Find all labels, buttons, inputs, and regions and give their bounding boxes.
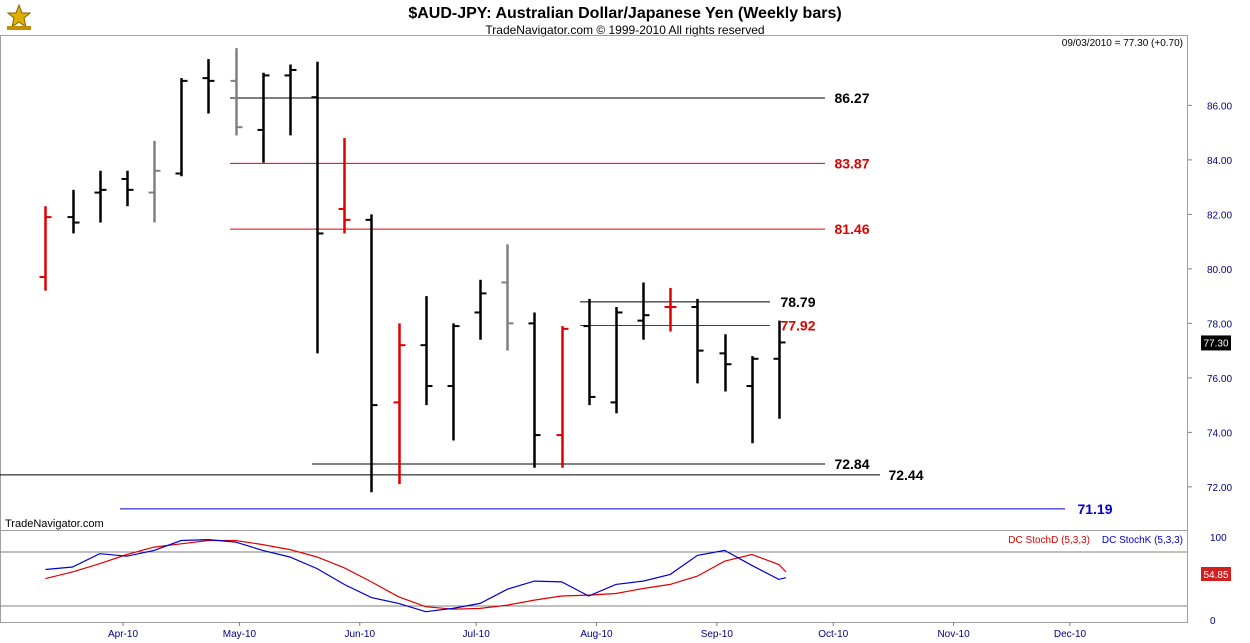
level-label: 72.84 — [834, 456, 869, 472]
ohlc-bars — [39, 48, 786, 493]
stoch-last-label: 54.85 — [1203, 570, 1228, 581]
stoch-last-marker: 54.85 — [1201, 567, 1231, 581]
y-tick-label: 78.00 — [1207, 319, 1232, 330]
ohlc-bar — [556, 326, 569, 468]
watermark-text: TradeNavigator.com — [5, 518, 104, 530]
stoch-series-line — [45, 539, 787, 610]
x-tick-label: Jun-10 — [344, 629, 375, 640]
stoch-y-tick-label: 100 — [1210, 533, 1227, 544]
ohlc-bar — [474, 279, 487, 340]
ohlc-bar — [284, 64, 297, 136]
stoch-lines — [45, 538, 787, 613]
price-readout: 09/03/2010 = 77.30 (+0.70) — [1062, 38, 1183, 49]
x-tick-label: May-10 — [223, 629, 257, 640]
chart-subtitle: TradeNavigator.com © 1999-2010 All right… — [485, 23, 764, 37]
ohlc-bar — [528, 312, 541, 468]
ohlc-bar — [447, 323, 460, 441]
ohlc-bar — [311, 61, 324, 354]
ohlc-bar — [393, 323, 406, 485]
ohlc-bar — [583, 298, 596, 406]
ohlc-bar — [501, 244, 514, 351]
ohlc-bar — [610, 307, 623, 414]
ohlc-bar — [637, 282, 650, 340]
ohlc-bar — [719, 334, 732, 392]
ohlc-bar — [773, 320, 786, 419]
x-tick-label: Apr-10 — [108, 629, 138, 640]
y-tick-label: 86.00 — [1207, 101, 1232, 112]
level-label: 86.27 — [834, 90, 869, 106]
ohlc-bar — [746, 356, 759, 444]
x-tick-label: Aug-10 — [580, 629, 613, 640]
stoch-y-tick-label: 0 — [1210, 616, 1216, 627]
price-axis: 86.00 84.00 82.00 80.00 78.00 76.00 74.00 72.00 — [1188, 101, 1232, 494]
ohlc-bar — [257, 72, 270, 163]
ohlc-bar — [39, 206, 52, 291]
trade-navigator-logo-icon — [6, 3, 32, 30]
level-label: 72.44 — [888, 467, 923, 483]
y-tick-label: 84.00 — [1207, 156, 1232, 167]
y-tick-label: 72.00 — [1207, 483, 1232, 494]
ohlc-bar — [365, 214, 378, 493]
ohlc-bar — [664, 287, 677, 332]
level-label: 81.46 — [834, 221, 869, 237]
x-tick-label: Dec-10 — [1054, 629, 1087, 640]
ohlc-bar — [420, 296, 433, 406]
ohlc-bar — [148, 140, 161, 223]
y-tick-label: 74.00 — [1207, 428, 1232, 439]
ohlc-bar — [121, 170, 134, 207]
level-lines: 86.27 83.87 81.46 78.79 77.92 72.84 72.44 71.19 — [0, 90, 1113, 517]
y-tick-label: 80.00 — [1207, 265, 1232, 276]
last-price-marker: 77.30 — [1201, 335, 1231, 351]
level-label: 71.19 — [1077, 501, 1112, 517]
price-panel-frame — [0, 35, 1188, 531]
chart-title: $AUD-JPY: Australian Dollar/Japanese Yen… — [408, 5, 841, 22]
x-tick-label: Oct-10 — [818, 629, 848, 640]
ohlc-bar — [94, 170, 107, 223]
x-tick-label: Sep-10 — [701, 629, 734, 640]
ohlc-bar — [67, 189, 80, 234]
ohlc-bar — [202, 59, 215, 114]
x-tick-label: Nov-10 — [937, 629, 970, 640]
y-tick-label: 82.00 — [1207, 210, 1232, 221]
level-label: 83.87 — [834, 155, 869, 171]
x-tick-label: Jul-10 — [463, 629, 491, 640]
ohlc-bar — [691, 298, 704, 384]
ohlc-bar — [230, 48, 243, 136]
stoch-series-line — [45, 538, 787, 613]
legend-stoch-k: DC StochK (5,3,3) — [1102, 535, 1183, 546]
y-tick-label: 76.00 — [1207, 374, 1232, 385]
stoch-axis: 100 0 — [1210, 533, 1227, 627]
level-label: 77.92 — [780, 318, 815, 334]
time-axis: Apr-10 May-10 Jun-10 Jul-10 Aug-10 Sep-10 Oct-… — [108, 622, 1087, 640]
legend-stoch-d: DC StochD (5,3,3) — [1008, 535, 1090, 546]
last-price-label: 77.30 — [1203, 338, 1228, 349]
stoch-panel-frame — [0, 530, 1188, 623]
level-label: 78.79 — [780, 294, 815, 310]
ohlc-bar — [175, 78, 188, 177]
ohlc-bar — [338, 138, 351, 234]
